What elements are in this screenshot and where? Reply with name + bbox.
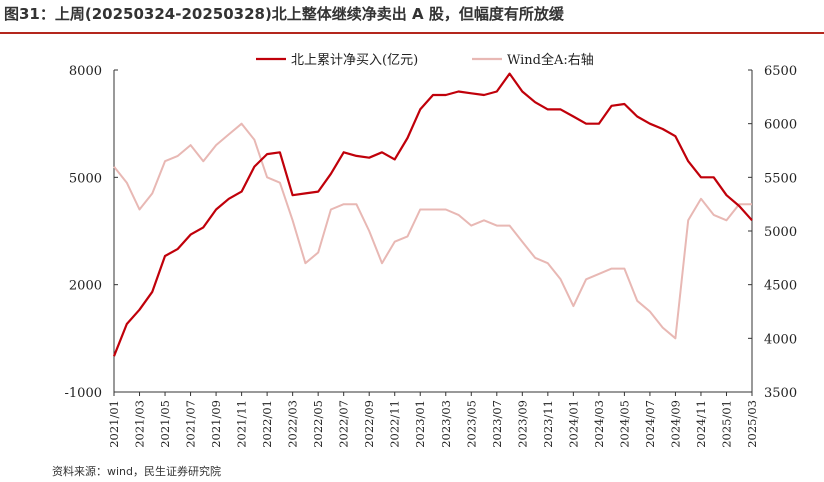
x-tick-label: 2023/01 — [413, 400, 427, 448]
source-note: 资料来源：wind，民生证券研究院 — [52, 465, 222, 478]
x-tick-label: 2023/11 — [541, 400, 555, 448]
x-tick-label: 2025/01 — [719, 400, 733, 448]
legend: 北上累计净买入(亿元) Wind全A:右轴 — [256, 52, 594, 68]
right-tick-label: 5000 — [764, 225, 797, 240]
right-tick-label: 3500 — [764, 386, 797, 401]
x-tick-label: 2022/05 — [311, 400, 325, 448]
x-tick-label: 2023/09 — [515, 400, 529, 448]
right-tick-label: 4500 — [764, 279, 797, 294]
x-tick-label: 2021/03 — [133, 400, 147, 448]
x-tick-label: 2024/11 — [694, 400, 708, 448]
right-tick-label: 4000 — [764, 332, 797, 347]
x-tick-label: 2024/01 — [566, 400, 580, 448]
x-tick-label: 2023/03 — [439, 400, 453, 448]
x-tick-label: 2022/09 — [362, 400, 376, 448]
x-tick-label: 2021/09 — [209, 400, 223, 448]
x-tick-label: 2022/03 — [286, 400, 300, 448]
series-line-northbound — [112, 72, 753, 357]
series-lines — [112, 72, 753, 357]
figure-title: 图31：上周(20250324-20250328)北上整体继续净卖出 A 股，但… — [4, 5, 564, 23]
chart: 北上累计净买入(亿元) Wind全A:右轴 -1000 2000 5000 8000 3… — [65, 52, 798, 448]
series-line-wind — [113, 122, 752, 340]
x-tick-label: 2022/07 — [337, 400, 351, 448]
x-tick-label: 2025/03 — [745, 400, 759, 448]
x-tick-label: 2024/07 — [643, 400, 657, 448]
title-rule — [0, 32, 824, 34]
x-tick-label: 2021/07 — [184, 400, 198, 448]
legend-label-northbound: 北上累计净买入(亿元) — [291, 53, 418, 68]
x-tick-label: 2024/05 — [617, 400, 631, 448]
x-tick-label: 2023/07 — [490, 400, 504, 448]
legend-label-wind: Wind全A:右轴 — [507, 52, 594, 68]
x-tick-label: 2021/01 — [107, 400, 121, 448]
x-tick-label: 2023/05 — [464, 400, 478, 448]
left-tick-label: -1000 — [65, 386, 102, 401]
x-tick-label: 2022/01 — [260, 400, 274, 448]
x-tick-label: 2021/11 — [235, 400, 249, 448]
left-tick-label: 2000 — [69, 279, 102, 294]
x-tick-label: 2024/03 — [592, 400, 606, 448]
x-tick-label: 2021/05 — [158, 400, 172, 448]
right-tick-label: 6500 — [764, 64, 797, 79]
left-tick-label: 5000 — [69, 171, 102, 186]
x-tick-label: 2022/11 — [388, 400, 402, 448]
left-tick-label: 8000 — [69, 64, 102, 79]
right-tick-label: 6000 — [764, 118, 797, 133]
x-tick-label: 2024/09 — [668, 400, 682, 448]
axes: -1000 2000 5000 8000 3500 4000 4500 5000 5500 600… — [65, 64, 798, 448]
right-tick-label: 5500 — [764, 171, 797, 186]
